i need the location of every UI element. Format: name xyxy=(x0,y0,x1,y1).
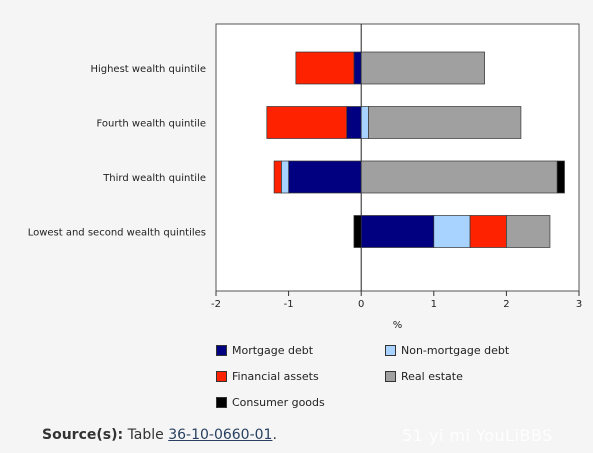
bar-segment xyxy=(273,160,282,194)
legend-swatch xyxy=(216,344,227,356)
source-text: Table xyxy=(127,427,164,443)
bar-segment xyxy=(506,215,551,248)
legend-item: Consumer goods xyxy=(216,395,325,409)
legend-swatch xyxy=(216,396,227,408)
legend-item: Mortgage debt xyxy=(216,343,313,357)
x-tick-label: 3 xyxy=(576,299,582,310)
x-tick-label: 2 xyxy=(503,299,509,310)
legend-item: Real estate xyxy=(385,369,463,383)
bar-segment xyxy=(346,106,362,139)
legend-label: Financial assets xyxy=(232,369,319,383)
legend-item: Non-mortgage debt xyxy=(385,343,509,357)
legend-label: Mortgage debt xyxy=(232,343,314,357)
source-line: Source(s): Table 36-10-0660-01. xyxy=(42,427,277,443)
x-tick-label: -1 xyxy=(284,299,294,310)
source-label: Source(s): xyxy=(42,427,124,443)
legend-label: Consumer goods xyxy=(232,395,325,409)
category-label: Lowest and second wealth quintiles xyxy=(28,228,206,239)
bar-segment xyxy=(360,51,485,85)
legend-swatch xyxy=(385,370,396,382)
bar-segment xyxy=(360,215,435,248)
bar-segment xyxy=(368,106,522,139)
watermark: 51 yi mi YouLiBBS xyxy=(402,426,553,445)
x-tick-label: 1 xyxy=(431,299,437,310)
category-label: Fourth wealth quintile xyxy=(96,119,206,130)
bar-segment xyxy=(469,215,507,248)
legend-swatch xyxy=(385,344,396,356)
legend-label: Non-mortgage debt xyxy=(401,343,510,357)
bar-segment xyxy=(295,51,355,85)
legend-swatch xyxy=(216,370,227,382)
category-label: Highest wealth quintile xyxy=(90,64,206,75)
x-tick-label: 0 xyxy=(358,299,364,310)
bar-segment xyxy=(433,215,471,248)
legend-item: Financial assets xyxy=(216,369,319,383)
bar-segment xyxy=(288,160,362,194)
bar-segment xyxy=(556,160,565,194)
legend-label: Real estate xyxy=(401,369,463,383)
bar-segment xyxy=(360,106,369,139)
source-suffix: . xyxy=(272,427,277,443)
bar-segment xyxy=(353,215,362,248)
x-tick-label: -2 xyxy=(211,299,221,310)
source-table-link[interactable]: 36-10-0660-01 xyxy=(168,427,273,443)
bar-segment xyxy=(280,160,289,194)
category-label: Third wealth quintile xyxy=(102,173,206,184)
bar-segment xyxy=(353,51,362,85)
bar-segment xyxy=(266,106,348,139)
x-axis-label: % xyxy=(393,320,403,331)
bar-segment xyxy=(360,160,558,194)
